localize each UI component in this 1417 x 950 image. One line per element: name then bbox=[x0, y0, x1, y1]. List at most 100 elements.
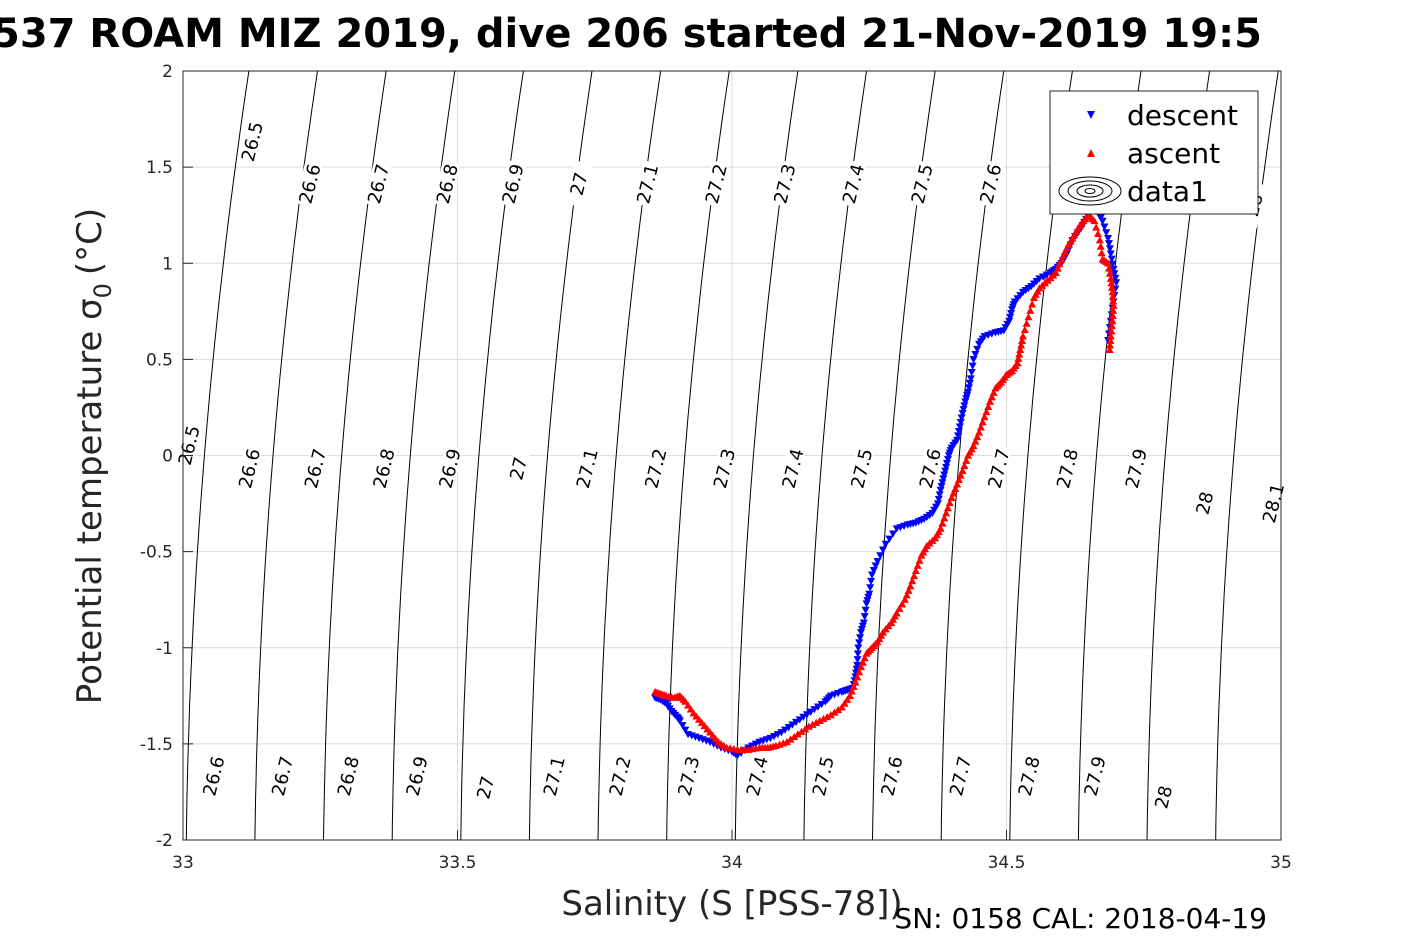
descent-point bbox=[1109, 265, 1118, 274]
descent-point bbox=[953, 436, 962, 445]
y-tick-label: -1 bbox=[156, 639, 173, 659]
descent-point bbox=[795, 716, 804, 724]
y-axis-label-subscript: 0 bbox=[89, 283, 117, 298]
descent-point bbox=[733, 752, 742, 760]
descent-point bbox=[954, 427, 963, 436]
contour-label-gap bbox=[333, 752, 362, 800]
descent-point bbox=[853, 656, 862, 664]
ascent-point bbox=[958, 466, 967, 475]
descent-point bbox=[777, 729, 786, 737]
descent-point bbox=[939, 475, 948, 483]
descent-point bbox=[1098, 217, 1107, 225]
contour-label-gap bbox=[808, 752, 837, 800]
ascent-point bbox=[860, 654, 869, 662]
ascent-point bbox=[936, 524, 945, 532]
descent-point bbox=[969, 356, 978, 364]
descent-point bbox=[1110, 270, 1119, 278]
ascent-point bbox=[1055, 259, 1064, 268]
ascent-point bbox=[1109, 301, 1118, 309]
ascent-point bbox=[1013, 359, 1022, 367]
descent-point bbox=[1104, 240, 1113, 248]
density-contour-label: 27 bbox=[470, 763, 499, 811]
descent-point bbox=[678, 722, 687, 730]
descent-point bbox=[889, 530, 898, 538]
ascent-point bbox=[900, 595, 909, 603]
ascent-point bbox=[834, 705, 843, 714]
contour-label-gap bbox=[640, 444, 670, 492]
density-contour-label: 26.8 bbox=[369, 444, 400, 492]
contour-label-gap bbox=[1189, 479, 1219, 527]
x-tick-label: 35 bbox=[1270, 853, 1292, 873]
y-tick-label: -2 bbox=[156, 831, 173, 851]
descent-point bbox=[867, 577, 876, 586]
y-axis-label-unit: (°C) bbox=[70, 208, 110, 275]
density-contour-label: 27 bbox=[564, 160, 593, 208]
ascent-point bbox=[1104, 264, 1113, 272]
ascent-point bbox=[1106, 274, 1115, 282]
descent-point bbox=[810, 706, 819, 714]
descent-point bbox=[859, 619, 868, 627]
ascent-point bbox=[915, 556, 924, 564]
descent-point bbox=[973, 345, 982, 354]
contour-label-gap bbox=[363, 160, 392, 208]
descent-point bbox=[806, 708, 815, 716]
ascent-point bbox=[846, 691, 855, 700]
descent-point bbox=[1100, 223, 1109, 231]
contour-label-gap bbox=[709, 444, 738, 492]
density-contour-label: 26.5 bbox=[174, 421, 205, 469]
ascent-point bbox=[1017, 341, 1026, 349]
contour-label-gap bbox=[673, 752, 702, 800]
contour-label-gap bbox=[435, 444, 464, 492]
legend-ascent-label: ascent bbox=[1127, 137, 1220, 170]
y-tick-label: 1.5 bbox=[146, 158, 173, 178]
ascent-point bbox=[1092, 223, 1101, 231]
ascent-point bbox=[1106, 336, 1115, 344]
ascent-point bbox=[1096, 242, 1105, 250]
descent-point bbox=[958, 410, 967, 418]
descent-point bbox=[957, 414, 966, 422]
ascent-point bbox=[1105, 345, 1114, 353]
ascent-point bbox=[1020, 325, 1029, 334]
descent-point bbox=[792, 718, 801, 727]
descent-point bbox=[856, 634, 865, 642]
contour-label-gap bbox=[915, 444, 944, 492]
y-axis-label-main: Potential temperature σ bbox=[70, 298, 110, 704]
descent-point bbox=[967, 368, 976, 377]
x-axis-ticks: 33 33.5 34 34.5 35 bbox=[172, 830, 1292, 873]
ascent-point bbox=[1015, 350, 1024, 358]
descent-point bbox=[873, 558, 882, 566]
descent-point bbox=[817, 700, 826, 709]
legend-data1-label: data1 bbox=[1127, 175, 1208, 208]
descent-point bbox=[814, 703, 823, 711]
contour-label-gap bbox=[1014, 752, 1043, 800]
descent-point bbox=[855, 639, 864, 647]
descent-point bbox=[971, 351, 980, 359]
legend-box bbox=[1049, 90, 1259, 215]
ascent-point bbox=[857, 662, 866, 671]
contour-label-gap bbox=[1121, 444, 1150, 492]
ascent-point bbox=[1014, 354, 1023, 362]
ascent-point bbox=[960, 461, 969, 469]
ascent-point bbox=[954, 475, 963, 484]
density-contour-labels: 26.526.6 26.7 26.8 26.9 27 27.1 27.2 27.3 27.4 27… bbox=[174, 117, 1289, 821]
ascent-point bbox=[980, 413, 989, 421]
contour-label-gap bbox=[369, 444, 398, 492]
chart-title: 537 ROAM MIZ 2019, dive 206 started 21-N… bbox=[0, 11, 1262, 57]
descent-point bbox=[861, 606, 870, 614]
ascent-point bbox=[851, 678, 860, 686]
ascent-point bbox=[1057, 255, 1066, 263]
descent-point bbox=[1007, 310, 1016, 318]
ascent-point bbox=[826, 711, 835, 719]
descent-point bbox=[781, 726, 790, 734]
y-tick-label: 1 bbox=[162, 254, 173, 274]
contour-label-gap bbox=[838, 160, 867, 208]
contour-label-gap bbox=[1052, 444, 1081, 492]
ascent-point bbox=[1106, 332, 1115, 340]
descent-point bbox=[854, 644, 863, 652]
ascent-point bbox=[1028, 300, 1037, 308]
ascent-point bbox=[971, 437, 980, 445]
ascent-point bbox=[1022, 319, 1031, 327]
descent-point bbox=[803, 711, 812, 719]
y-tick-label: -0.5 bbox=[140, 543, 173, 563]
